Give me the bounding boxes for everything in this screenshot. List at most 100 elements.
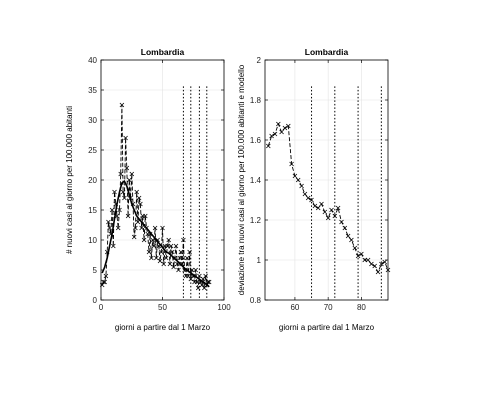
data-point-marker <box>282 125 288 131</box>
data-point-marker <box>272 131 278 137</box>
data-point-marker <box>309 197 314 203</box>
data-point-marker <box>115 225 121 231</box>
marker-stroke <box>155 237 160 243</box>
marker-stroke <box>157 258 163 264</box>
plot-area-right <box>264 59 389 301</box>
marker-stroke <box>329 207 334 213</box>
grid-left <box>100 59 225 301</box>
marker-stroke <box>289 161 294 167</box>
data-point-marker <box>319 201 324 207</box>
marker-stroke <box>195 285 201 291</box>
data-point-marker <box>141 237 147 243</box>
x-axis-label-right: giorni a partire dal 1 Marzo <box>279 323 375 332</box>
marker-stroke <box>167 261 173 267</box>
marker-stroke <box>286 123 291 129</box>
marker-stroke <box>129 171 135 177</box>
marker-stroke <box>309 197 314 203</box>
x-tick-label: 0 <box>99 303 104 312</box>
data-point-marker <box>124 165 130 171</box>
y-tick-label: 40 <box>88 56 97 65</box>
marker-stroke <box>295 177 301 183</box>
marker-stroke <box>282 125 288 131</box>
marker-stroke <box>345 233 351 239</box>
y-tick-label: 30 <box>88 116 97 125</box>
data-point-marker <box>102 279 107 285</box>
y-tick-label: 1.4 <box>250 176 262 185</box>
marker-stroke <box>203 273 208 279</box>
data-point-marker <box>149 255 154 261</box>
marker-stroke <box>101 279 106 285</box>
x-tick-label: 50 <box>158 303 167 312</box>
data-point-marker <box>349 237 354 243</box>
data-point-marker <box>178 249 184 255</box>
data-point-marker <box>107 225 112 231</box>
data-point-marker <box>342 225 348 231</box>
marker-stroke <box>176 267 181 273</box>
data-point-marker <box>194 279 200 285</box>
data-point-marker <box>269 133 274 139</box>
marker-stroke <box>125 213 131 219</box>
marker-stroke <box>272 131 278 137</box>
marker-stroke <box>136 195 142 201</box>
marker-stroke <box>171 264 176 270</box>
data-point-marker <box>315 205 321 211</box>
data-point-marker <box>117 207 122 213</box>
marker-stroke <box>206 279 212 285</box>
marker-stroke <box>191 273 196 279</box>
data-point-marker <box>139 225 144 231</box>
data-point-marker <box>161 261 166 267</box>
data-point-marker <box>171 264 176 270</box>
marker-stroke <box>382 259 387 265</box>
data-point-marker <box>168 243 174 249</box>
marker-stroke <box>134 189 139 195</box>
data-point-marker <box>176 267 181 273</box>
data-point-marker <box>335 205 341 211</box>
y-axis-label-right: deviazione tra nuovi casi al giorno per … <box>237 64 246 295</box>
data-point-marker <box>305 195 311 201</box>
marker-stroke <box>102 279 107 285</box>
data-point-marker <box>123 135 128 141</box>
data-point-marker <box>359 251 364 257</box>
data-point-marker <box>106 219 111 225</box>
marker-stroke <box>154 255 159 261</box>
data-point-marker <box>365 257 371 263</box>
marker-stroke <box>342 225 348 231</box>
x-tick-label: 100 <box>217 303 231 312</box>
marker-stroke <box>143 213 148 219</box>
marker-stroke <box>305 195 311 201</box>
marker-stroke <box>149 255 154 261</box>
marker-stroke <box>355 253 361 259</box>
y-tick-label: 15 <box>88 206 97 215</box>
data-point-marker <box>332 213 338 219</box>
marker-stroke <box>115 225 121 231</box>
marker-stroke <box>114 213 120 219</box>
data-point-marker <box>152 225 158 231</box>
y-tick-label: 2 <box>257 56 262 65</box>
marker-stroke <box>319 201 324 207</box>
marker-stroke <box>119 102 125 108</box>
data-point-marker <box>101 279 106 285</box>
x-axis-label-left: giorni a partire dal 1 Marzo <box>115 323 211 332</box>
data-point-marker <box>312 203 318 209</box>
marker-stroke <box>199 282 205 288</box>
chart-panel-right: Lombardia giorni a partire dal 1 Marzo d… <box>237 47 391 332</box>
data-point-marker <box>189 267 195 273</box>
marker-stroke <box>152 225 158 231</box>
chart-title-right: Lombardia <box>305 47 349 57</box>
marker-stroke <box>349 237 354 243</box>
data-point-marker <box>135 219 141 225</box>
data-point-marker <box>292 173 298 179</box>
marker-stroke <box>375 269 381 275</box>
marker-stroke <box>205 279 211 285</box>
data-point-marker <box>203 273 208 279</box>
marker-stroke <box>189 267 195 273</box>
data-point-marker <box>352 245 358 251</box>
marker-stroke <box>147 231 153 237</box>
marker-stroke <box>133 225 138 231</box>
data-point-marker <box>118 171 123 177</box>
data-point-marker <box>173 243 179 249</box>
data-point-marker <box>151 243 157 249</box>
marker-stroke <box>161 261 166 267</box>
marker-stroke <box>335 205 341 211</box>
marker-stroke <box>123 135 128 141</box>
